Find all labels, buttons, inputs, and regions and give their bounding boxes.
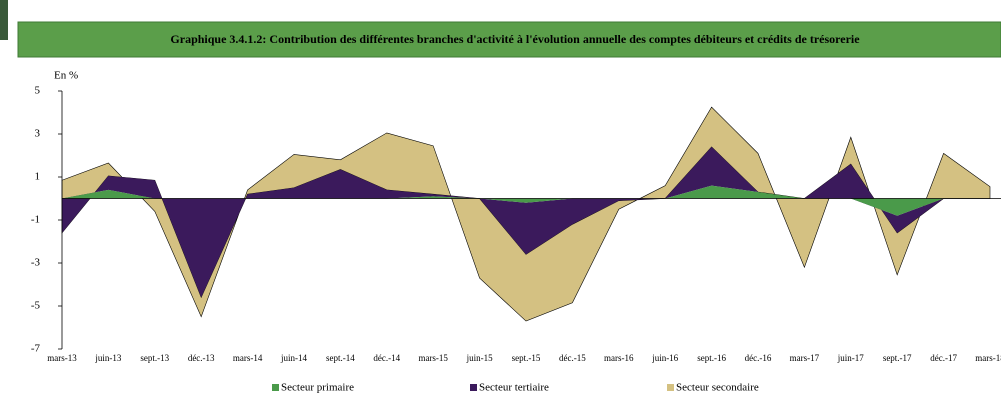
x-tick-label: déc.-15 xyxy=(559,353,586,363)
x-tick-label: mars-17 xyxy=(790,353,820,363)
legend-swatch xyxy=(272,384,279,391)
legend-label: Secteur secondaire xyxy=(676,382,759,394)
side-strip xyxy=(0,0,8,40)
x-tick-label: sept.-14 xyxy=(326,353,355,363)
x-tick-label: juin-14 xyxy=(280,353,307,363)
x-tick-label: sept.-16 xyxy=(697,353,726,363)
x-tick-label: juin-15 xyxy=(466,353,493,363)
x-tick-label: sept.-15 xyxy=(512,353,541,363)
legend-swatch xyxy=(667,384,674,391)
x-tick-label: sept.-17 xyxy=(883,353,912,363)
y-axis-label: En % xyxy=(54,70,78,82)
y-tick-label: 1 xyxy=(35,171,41,183)
y-tick-label: 3 xyxy=(35,128,41,140)
x-tick-label: déc.-13 xyxy=(188,353,215,363)
x-tick-label: mars-15 xyxy=(418,353,448,363)
chart-title: Graphique 3.4.1.2: Contribution des diff… xyxy=(170,32,860,46)
x-tick-label: déc.-17 xyxy=(930,353,957,363)
x-tick-label: mars-13 xyxy=(47,353,77,363)
x-tick-label: déc.-14 xyxy=(373,353,400,363)
x-tick-label: déc.-16 xyxy=(745,353,772,363)
title-bar xyxy=(17,21,1001,58)
y-tick-label: -7 xyxy=(31,343,41,355)
x-tick-label: sept.-13 xyxy=(140,353,169,363)
y-tick-label: -3 xyxy=(31,257,41,269)
x-tick-label: mars-18 xyxy=(975,353,1001,363)
legend-label: Secteur primaire xyxy=(281,382,354,394)
x-tick-label: juin-17 xyxy=(837,353,864,363)
area-band xyxy=(62,185,990,216)
legend-label: Secteur tertiaire xyxy=(479,382,549,394)
x-tick-label: mars-14 xyxy=(233,353,263,363)
y-tick-label: -1 xyxy=(31,214,40,226)
y-tick-label: -5 xyxy=(31,300,41,312)
x-tick-label: mars-16 xyxy=(604,353,634,363)
area-band xyxy=(62,146,990,298)
legend-swatch xyxy=(470,384,477,391)
x-tick-label: juin-13 xyxy=(94,353,121,363)
x-tick-label: juin-16 xyxy=(651,353,678,363)
y-tick-label: 5 xyxy=(35,85,41,97)
